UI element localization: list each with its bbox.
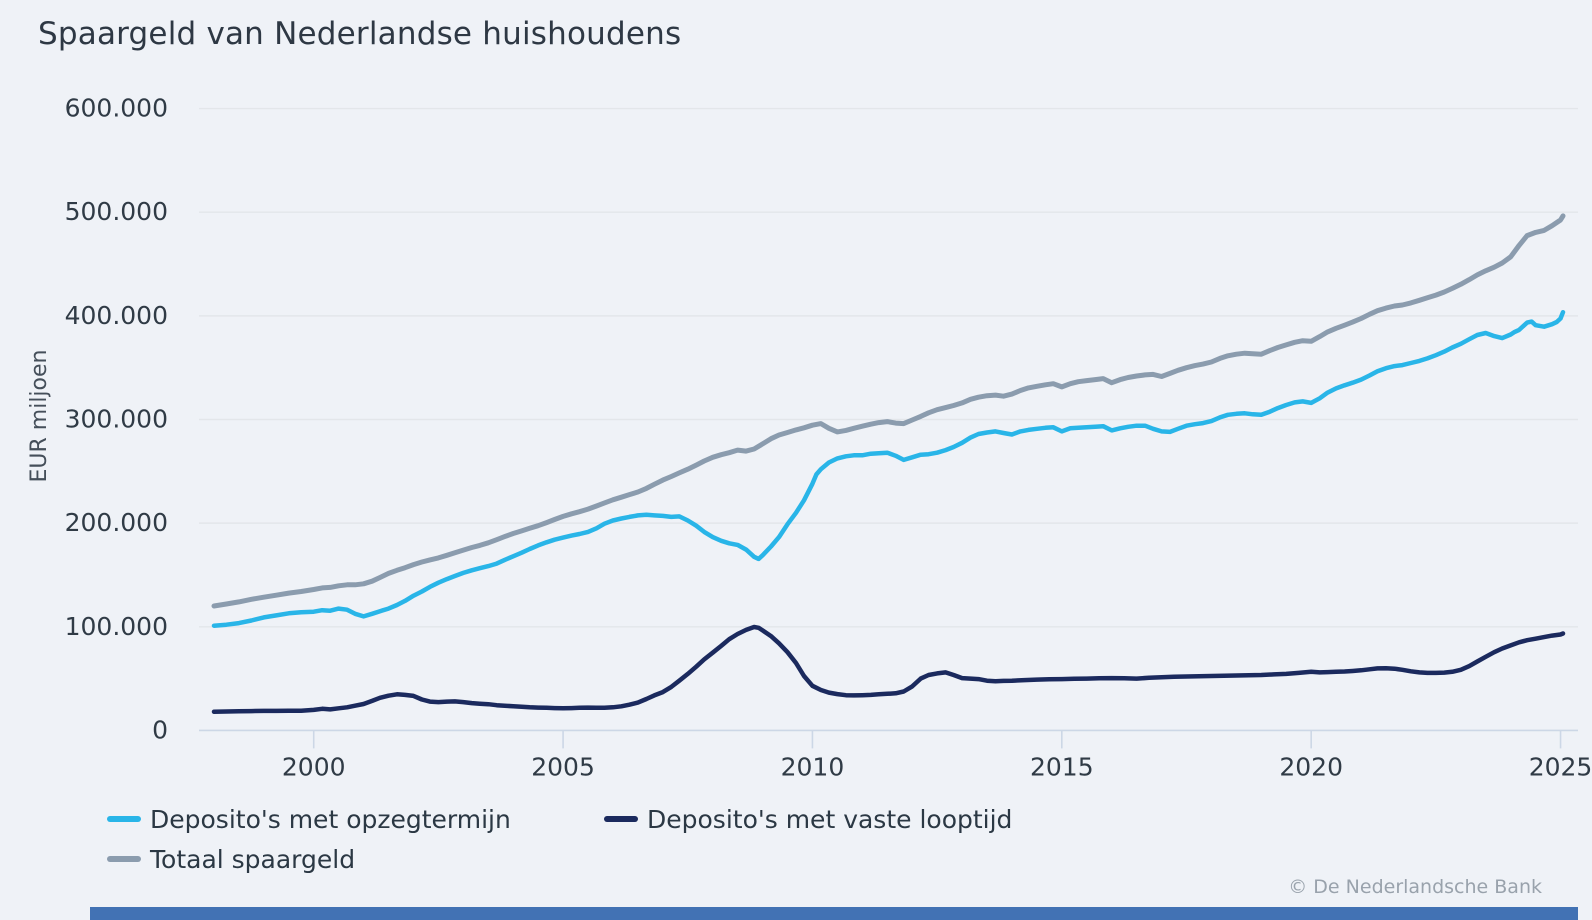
y-tick-label: 600.000	[65, 94, 168, 123]
legend-swatch-vaste-looptijd-icon	[604, 816, 638, 822]
x-tick-label: 2000	[282, 752, 346, 781]
y-tick-label: 500.000	[65, 197, 168, 226]
y-tick-label: 200.000	[65, 508, 168, 537]
horizontal-scrollbar[interactable]	[90, 907, 1578, 920]
x-tick-label: 2025	[1529, 752, 1592, 781]
legend-item-totaal[interactable]: Totaal spaargeld	[107, 844, 604, 874]
legend-item-opzegtermijn[interactable]: Deposito's met opzegtermijn	[107, 804, 604, 834]
y-tick-label: 0	[152, 715, 168, 744]
legend-swatch-totaal-icon	[107, 856, 141, 862]
legend-label-opzegtermijn: Deposito's met opzegtermijn	[150, 804, 511, 834]
x-tick-label: 2010	[781, 752, 845, 781]
series-line-totaal[interactable]	[211, 213, 1566, 609]
x-tick-label: 2005	[531, 752, 595, 781]
legend-item-vaste-looptijd[interactable]: Deposito's met vaste looptijd	[604, 804, 1104, 834]
y-axis-title: EUR miljoen	[27, 350, 52, 483]
legend: Deposito's met opzegtermijn Deposito's m…	[107, 804, 1107, 874]
legend-label-vaste-looptijd: Deposito's met vaste looptijd	[647, 804, 1013, 834]
y-tick-label: 400.000	[65, 301, 168, 330]
gridlines	[199, 107, 1578, 628]
legend-label-totaal: Totaal spaargeld	[150, 844, 356, 874]
series-lines	[211, 213, 1566, 714]
legend-swatch-opzegtermijn-icon	[107, 816, 141, 822]
series-line-opzegtermijn[interactable]	[211, 309, 1566, 628]
x-tick-label: 2020	[1279, 752, 1343, 781]
x-tick-label: 2015	[1030, 752, 1094, 781]
chart-title: Spaargeld van Nederlandse huishoudens	[38, 16, 682, 52]
copyright-notice: © De Nederlandsche Bank	[1288, 876, 1542, 898]
axes	[199, 729, 1578, 749]
axis-labels: 0 100.000 200.000 300.000 400.000 500.000 600.…	[65, 94, 1592, 782]
series-line-vaste_looptijd[interactable]	[211, 624, 1566, 714]
y-tick-label: 100.000	[65, 612, 168, 641]
y-tick-label: 300.000	[65, 405, 168, 434]
